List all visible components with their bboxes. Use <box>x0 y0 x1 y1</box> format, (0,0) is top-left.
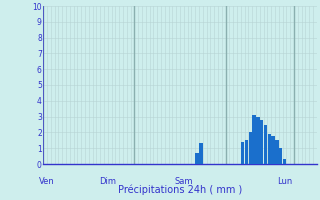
Text: Sam: Sam <box>174 176 193 186</box>
Bar <box>260 120 263 164</box>
Bar <box>283 159 286 164</box>
Bar <box>199 143 203 164</box>
Bar <box>196 153 199 164</box>
Bar <box>268 134 271 164</box>
Text: Dim: Dim <box>99 176 116 186</box>
Bar <box>245 140 248 164</box>
Text: Lun: Lun <box>277 176 292 186</box>
Bar <box>271 136 275 164</box>
Bar <box>264 124 267 164</box>
Bar <box>249 132 252 164</box>
Bar <box>275 140 279 164</box>
Bar <box>256 117 260 164</box>
Bar <box>241 142 244 164</box>
Text: Ven: Ven <box>39 176 55 186</box>
Bar <box>279 148 283 164</box>
Text: Précipitations 24h ( mm ): Précipitations 24h ( mm ) <box>118 184 242 195</box>
Bar <box>252 115 256 164</box>
